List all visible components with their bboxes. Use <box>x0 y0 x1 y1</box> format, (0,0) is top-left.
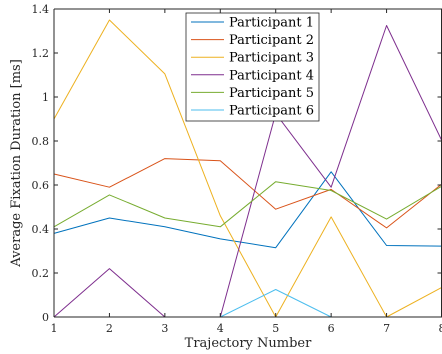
legend-items: Participant 1 Participant 2 Participant 3 P… <box>191 16 314 119</box>
legend: Participant 1 Participant 2 Participant 3 P… <box>185 12 320 122</box>
y-tick-label: 0.4 <box>32 223 50 236</box>
x-tick-label: 8 <box>439 322 442 335</box>
legend-label-2: Participant 2 <box>229 33 314 48</box>
y-tick-label: 1.2 <box>32 47 50 60</box>
y-tick-label: 0.2 <box>32 267 50 280</box>
x-axis-label: Trajectory Number <box>185 336 312 351</box>
x-tick-label: 4 <box>217 322 224 335</box>
legend-label-4: Participant 4 <box>229 68 314 83</box>
series-line-3 <box>53 19 442 318</box>
legend-label-3: Participant 3 <box>229 51 314 66</box>
legend-box <box>185 12 320 122</box>
x-tick-label: 2 <box>106 322 113 335</box>
x-tick-label: 7 <box>383 322 390 335</box>
legend-label-6: Participant 6 <box>229 104 314 119</box>
series-line-2 <box>53 158 442 229</box>
legend-label-5: Participant 5 <box>229 86 314 101</box>
series-line-4 <box>53 25 442 318</box>
series-line-5 <box>53 181 442 228</box>
x-tick-label: 6 <box>328 322 335 335</box>
series-line-1 <box>53 171 442 249</box>
x-tick-label: 3 <box>161 322 168 335</box>
y-tick-label: 1 <box>42 91 49 104</box>
x-tick-label: 1 <box>51 322 58 335</box>
y-tick-label: 0.8 <box>32 135 50 148</box>
legend-label-1: Participant 1 <box>229 16 314 31</box>
y-tick-label: 0 <box>42 311 49 324</box>
y-axis-label: Average Fixation Duration [ms] <box>9 59 24 268</box>
y-tick-label: 1.4 <box>32 3 50 16</box>
y-tick-label: 0.6 <box>32 179 50 192</box>
x-tick-label: 5 <box>272 322 279 335</box>
